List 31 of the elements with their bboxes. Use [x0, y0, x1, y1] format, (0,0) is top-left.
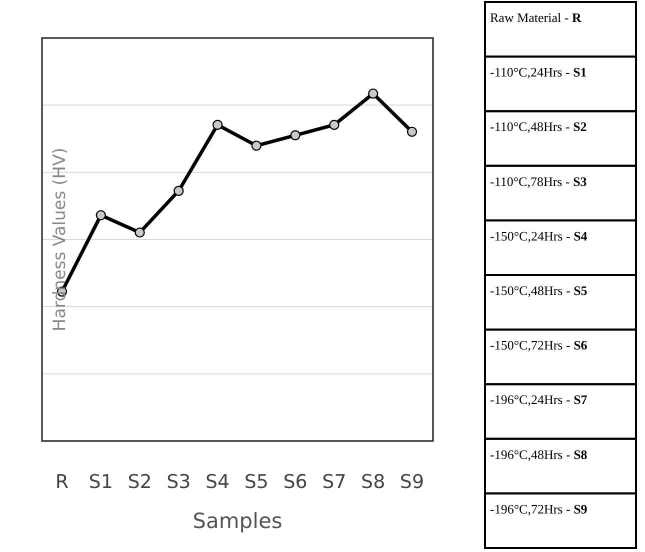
text: -196°C,72Hrs - S9	[490, 501, 588, 516]
point	[174, 186, 184, 196]
x-tick-label: S6	[283, 471, 308, 493]
text: -110°C,78Hrs - S3	[490, 174, 588, 189]
x-axis-title: Samples	[192, 509, 282, 533]
x-tick-label: S2	[128, 471, 152, 493]
x-tick-label: S4	[205, 471, 230, 493]
x-tick-label: R	[55, 471, 69, 493]
x-tick-label: S5	[244, 471, 269, 493]
point	[134, 227, 145, 238]
point	[290, 130, 300, 140]
text: -150°C,48Hrs - S5	[490, 283, 588, 298]
x-tick-label: S1	[88, 471, 113, 493]
x-tick-label: S3	[166, 471, 191, 493]
text: -196°C,24Hrs - S7	[490, 392, 588, 408]
x-tick-label: S7	[322, 471, 346, 493]
text: Raw Material - R	[490, 10, 582, 25]
text: -196°C,48Hrs - S8	[490, 446, 588, 462]
point	[212, 120, 223, 130]
text: -110°C,24Hrs - S1	[490, 64, 587, 80]
point	[406, 126, 418, 137]
text: -110°C,48Hrs - S2	[490, 119, 587, 134]
x-tick-label: S9	[400, 471, 424, 493]
point	[329, 120, 340, 130]
x-tick-label: S8	[361, 471, 386, 493]
y-axis-title: Hardness Values (HV)	[50, 148, 70, 332]
text: -150°C,72Hrs - S6	[490, 338, 588, 353]
point	[251, 140, 262, 151]
text: -150°C,24Hrs - S4	[490, 228, 588, 244]
point	[368, 88, 378, 99]
point	[96, 210, 106, 220]
